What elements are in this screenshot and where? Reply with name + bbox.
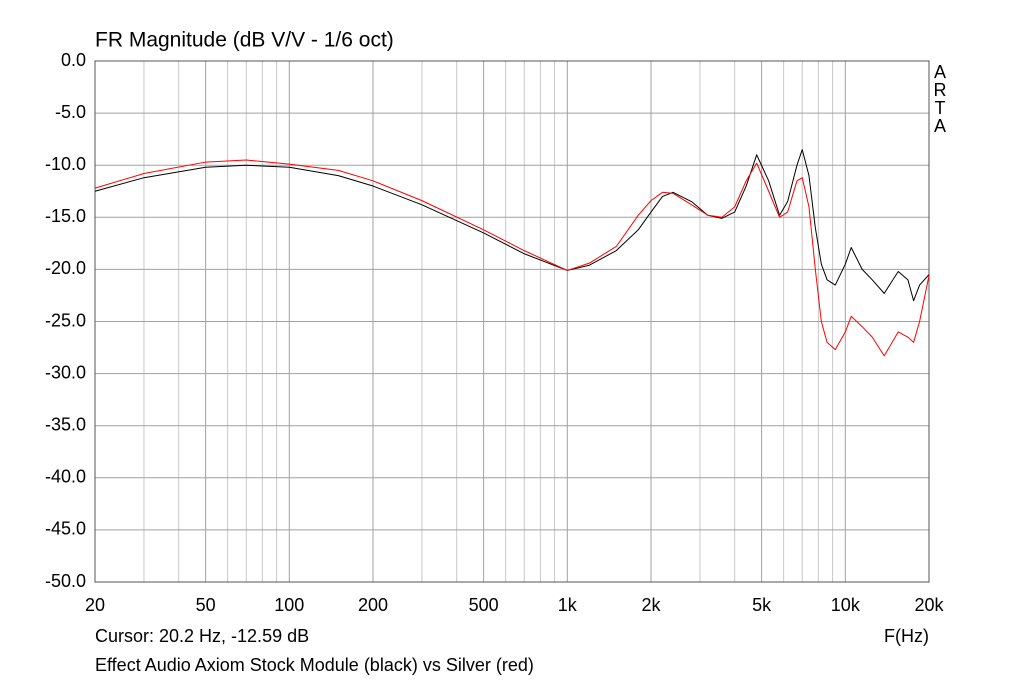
y-tick-label: -50.0 [45,571,86,591]
y-tick-label: -25.0 [45,310,86,330]
x-tick-label: 200 [358,595,388,615]
series-line [94,149,930,302]
series-line [94,159,930,357]
y-tick-label: -10.0 [45,154,86,174]
caption: Effect Audio Axiom Stock Module (black) … [95,655,534,675]
x-tick-label: 500 [469,595,499,615]
plot-frame [94,60,930,583]
y-tick-label: -35.0 [45,414,86,434]
x-tick-label: 20 [85,595,105,615]
x-tick-label: 100 [274,595,304,615]
y-tick-label: -30.0 [45,362,86,382]
watermark: ARTA [930,62,950,134]
x-tick-label: 5k [752,595,772,615]
x-axis-label: F(Hz) [884,626,929,646]
y-tick-label: -20.0 [45,258,86,278]
y-tick-label: 0.0 [61,50,86,70]
y-tick-label: -45.0 [45,519,86,539]
y-tick-label: -5.0 [55,102,86,122]
chart-title: FR Magnitude (dB V/V - 1/6 oct) [95,29,394,52]
x-tick-label: 50 [196,595,216,615]
x-tick-label: 10k [831,595,861,615]
y-tick-label: -15.0 [45,206,86,226]
x-tick-label: 20k [914,595,944,615]
cursor-readout: Cursor: 20.2 Hz, -12.59 dB [95,626,309,646]
x-tick-label: 1k [558,595,578,615]
y-tick-label: -40.0 [45,467,86,487]
x-tick-label: 2k [641,595,661,615]
